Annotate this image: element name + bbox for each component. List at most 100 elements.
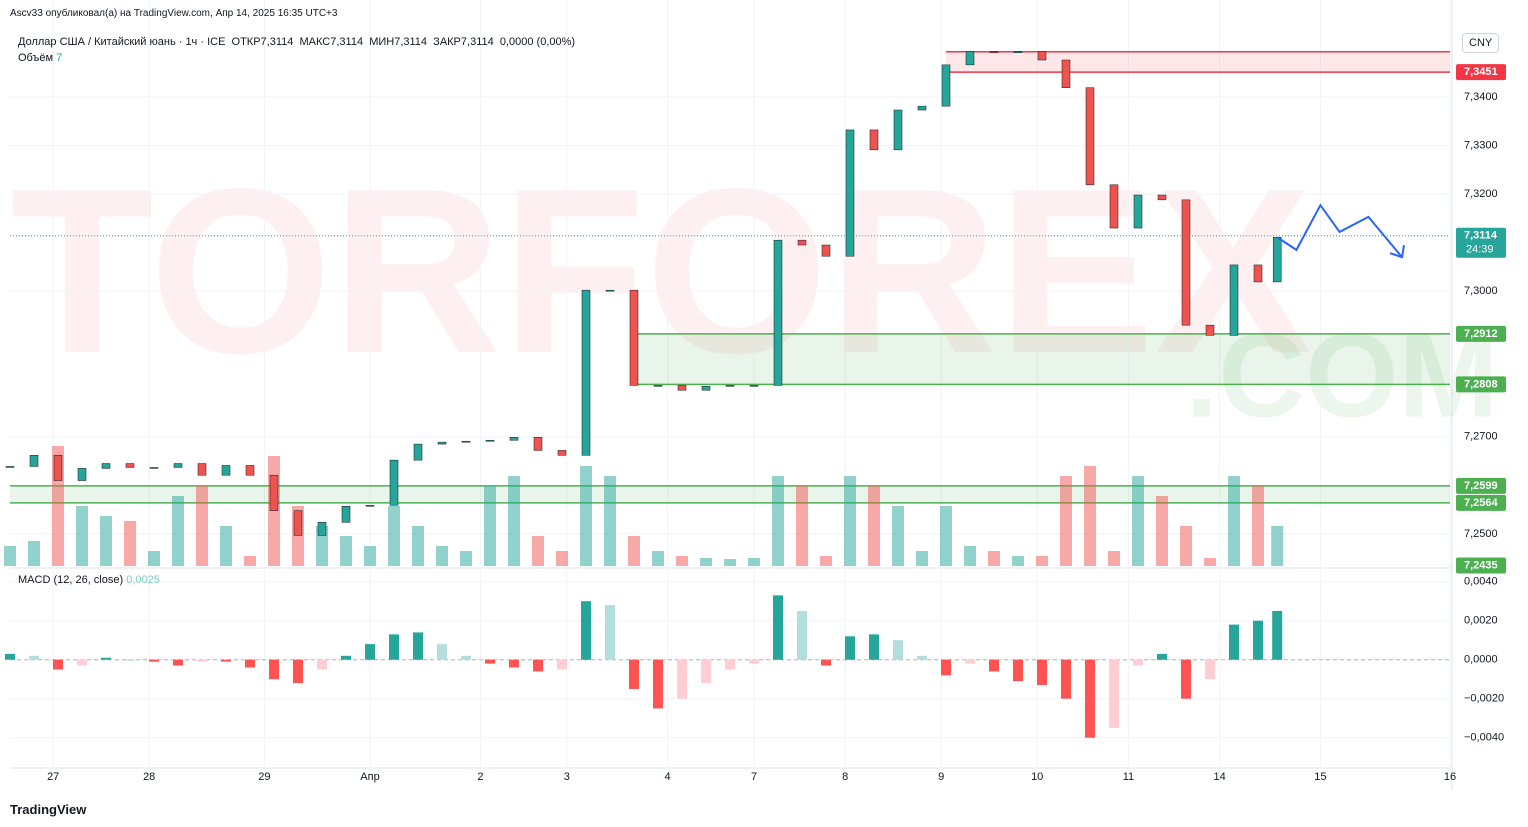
macd-bar: [341, 655, 351, 660]
volume-bar: [1012, 556, 1024, 566]
currency-button[interactable]: CNY: [1462, 33, 1500, 53]
macd-legend: MACD (12, 26, close) 0,0025: [18, 574, 160, 586]
candle: [533, 437, 543, 451]
macd-bar: [917, 655, 927, 660]
candle: [725, 385, 735, 387]
macd-bar: [605, 605, 615, 660]
macd-bar: [725, 659, 735, 670]
macd-bar: [869, 634, 879, 660]
macd-bar: [797, 610, 807, 660]
macd-bar: [1205, 659, 1215, 680]
volume-bar: [988, 551, 1000, 566]
candle: [293, 510, 303, 536]
volume-bar: [964, 546, 976, 566]
candle: [365, 505, 375, 507]
volume-bar: [628, 536, 640, 566]
macd-bar: [773, 595, 783, 660]
ohlc: ОТКР7,3114: [231, 36, 294, 48]
candle: [53, 455, 63, 481]
volume-bar: [76, 506, 88, 566]
candle: [941, 64, 951, 107]
volume-bar: [124, 521, 136, 566]
x-tick-label: 8: [842, 771, 848, 783]
volume-bar: [556, 551, 568, 566]
y-tick-label: −0,0040: [1464, 732, 1504, 744]
volume-bar: [268, 456, 280, 566]
macd-bar: [1037, 659, 1047, 686]
volume-bar: [1204, 558, 1216, 566]
macd-bar: [5, 653, 15, 660]
macd-bar: [965, 659, 975, 664]
price-label: 7,2564: [1464, 497, 1499, 509]
volume-bar: [940, 506, 952, 566]
volume-bar: [508, 476, 520, 566]
y-tick-label: 7,2500: [1464, 528, 1498, 540]
price-label: 7,2435: [1464, 559, 1498, 571]
macd-bar: [245, 659, 255, 668]
price-label-box: [1456, 494, 1506, 511]
price-label-box: [1456, 376, 1506, 393]
candle: [101, 463, 111, 469]
candle: [1157, 194, 1167, 201]
volume-bar: [1180, 526, 1192, 566]
candle: [437, 441, 447, 445]
volume-bar: [172, 496, 184, 566]
zone: [634, 333, 1450, 385]
price-label: 7,2808: [1464, 378, 1498, 390]
macd-bar: [197, 659, 207, 662]
y-tick-label: 7,3200: [1464, 188, 1498, 200]
macd-bar: [149, 659, 159, 662]
x-tick-label: 4: [665, 771, 671, 783]
volume-bar: [52, 446, 64, 566]
x-tick-label: 14: [1213, 771, 1225, 783]
ohlc: МИН7,3114: [369, 36, 428, 48]
volume-bar: [4, 546, 16, 566]
watermark: TORFOREX: [10, 139, 1311, 402]
y-tick-label: −0,0020: [1464, 693, 1504, 705]
candle: [485, 439, 495, 442]
candle: [413, 443, 423, 461]
macd-bar: [293, 659, 303, 684]
candle: [77, 468, 87, 481]
macd-bar: [557, 659, 567, 670]
volume-label: Объём: [18, 52, 54, 64]
volume-bar: [1228, 476, 1240, 566]
candle: [173, 463, 183, 468]
volume-legend: Объём 7: [18, 52, 62, 64]
volume-bar: [220, 526, 232, 566]
macd-value: 0,0025: [126, 574, 160, 586]
macd-bar: [1133, 659, 1143, 666]
volume-bar: [340, 536, 352, 566]
candle: [797, 239, 807, 246]
macd-bar: [509, 659, 519, 668]
volume-bar: [1060, 476, 1072, 566]
macd-bar: [317, 659, 327, 670]
candle: [869, 129, 879, 151]
macd-bar: [845, 636, 855, 660]
macd-bar: [77, 659, 87, 666]
candle: [341, 506, 351, 523]
volume-bar: [796, 486, 808, 566]
volume-bar: [652, 551, 664, 566]
macd-bar: [173, 659, 183, 666]
y-tick-label: 7,2700: [1464, 431, 1498, 443]
volume-bar: [820, 556, 832, 566]
volume-bar: [676, 556, 688, 566]
volume-bar: [772, 476, 784, 566]
volume-bar: [532, 536, 544, 566]
volume-bar: [868, 486, 880, 566]
candle: [317, 522, 327, 536]
macd-bar: [389, 634, 399, 660]
symbol: Доллар США / Китайский юань · 1ч · ICE: [18, 36, 226, 48]
macd-bar: [749, 659, 759, 664]
macd-bar: [1253, 620, 1263, 660]
macd-bar: [221, 659, 231, 662]
macd-bar: [437, 644, 447, 660]
volume-value: 7: [56, 52, 63, 64]
candle: [509, 437, 519, 441]
candle: [773, 239, 783, 386]
candle: [917, 105, 927, 111]
macd-title: MACD (12, 26, close): [18, 574, 124, 586]
